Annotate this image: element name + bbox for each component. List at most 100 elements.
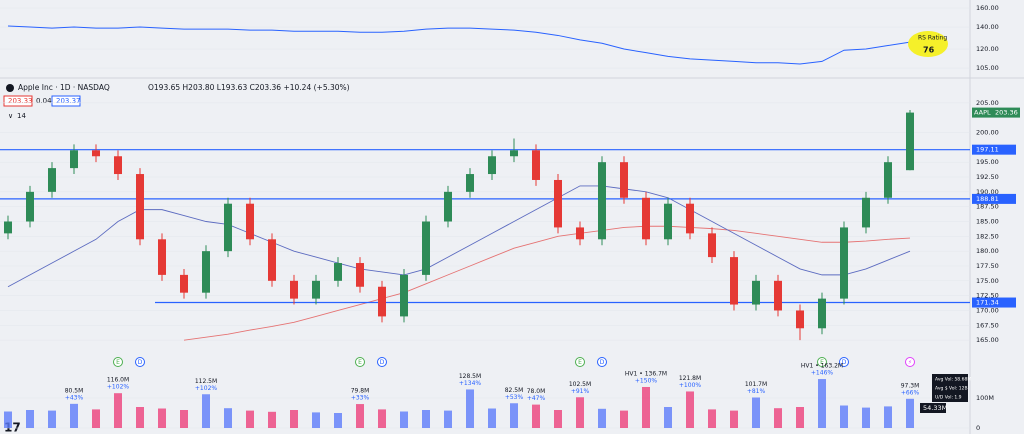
candle-body (664, 203, 672, 240)
volume-bar (356, 404, 364, 428)
volume-bar (224, 408, 232, 428)
y-tick-label: 182.50 (976, 232, 999, 240)
y-tick-label: 175.00 (976, 277, 999, 285)
volume-bar (708, 409, 716, 428)
volume-bar (884, 406, 892, 428)
volume-bar (114, 393, 122, 428)
candle-body (422, 221, 430, 275)
candle-body (642, 197, 650, 240)
event-label: E (578, 359, 582, 366)
ask-box (51, 95, 81, 107)
bid-box (3, 95, 33, 107)
event-marker (597, 357, 607, 367)
volume-bar (422, 410, 430, 428)
y-tick-label: 192.50 (976, 173, 999, 181)
volume-info: Avg $ Vol: 12B (935, 386, 968, 392)
volume-bar (466, 389, 474, 428)
volume-bar (774, 408, 782, 428)
moving-average (7, 185, 911, 288)
y-tick-label: 160.00 (976, 4, 999, 12)
volume-bar (510, 403, 518, 428)
candle-body (312, 280, 320, 299)
candle-body (378, 286, 386, 317)
candle-body (180, 274, 188, 293)
candle-body (114, 156, 122, 175)
event-marker (377, 357, 387, 367)
volume-change: +100% (679, 382, 701, 389)
volume-bar (840, 405, 848, 428)
candle-body (202, 251, 210, 293)
volume-label: 128.5M (459, 373, 481, 380)
rs-annotation: RS Rating (918, 35, 947, 42)
candle-body (92, 150, 100, 157)
event-marker (113, 357, 123, 367)
ohlc: O193.65 H203.80 L193.63 C203.36 +10.24 (… (148, 83, 350, 92)
candle-body (796, 310, 804, 329)
volume-bar (136, 407, 144, 428)
plot: 160.00 140.00 120.00 105.00 RS Rating 76 205.0… (0, 4, 1020, 432)
volume-change: +33% (351, 395, 370, 402)
candle-body (268, 239, 276, 281)
volume-bar (158, 408, 166, 428)
y-tick-label: 170.00 (976, 306, 999, 314)
volume-bar (4, 411, 12, 428)
indicator-toggle[interactable]: ∨ (8, 112, 13, 120)
volume-change: +53% (505, 394, 524, 401)
candle-body (862, 197, 870, 228)
event-label: D (138, 359, 143, 366)
candle-body (708, 233, 716, 258)
y-tick-label: 172.50 (976, 292, 999, 300)
spread: 0.04 (36, 97, 52, 105)
event-marker (135, 357, 145, 367)
candle-body (466, 174, 474, 192)
y-tick-label: 187.50 (976, 203, 999, 211)
volume-label: 121.8M (679, 375, 701, 382)
candle-body (620, 162, 628, 198)
current-volume-box (920, 403, 946, 413)
candle-body (246, 203, 254, 240)
volume-bar (686, 391, 694, 428)
candle-body (818, 298, 826, 329)
candle-body (488, 156, 496, 175)
volume-bar (290, 410, 298, 428)
event-label: E (820, 359, 824, 366)
candle-body (290, 280, 298, 299)
volume-bar (664, 407, 672, 428)
volume-info: Avg Vol: 58.68M (935, 377, 971, 383)
y-tick-label: 200.00 (976, 129, 999, 137)
volume-bar (730, 410, 738, 428)
volume-bar (818, 379, 826, 428)
last-price-symbol: AAPL (974, 109, 991, 117)
candle-body (356, 263, 364, 287)
event-label: D (380, 359, 385, 366)
candle-body (906, 112, 914, 171)
volume-bar (246, 410, 254, 428)
candle-body (686, 203, 694, 234)
y-tick-label: 195.00 (976, 158, 999, 166)
volume-change: +66% (901, 389, 920, 396)
volume-change: +43% (65, 394, 84, 401)
volume-bar (180, 410, 188, 428)
y-tick-label: 190.00 (976, 188, 999, 196)
candle-body (532, 150, 540, 180)
level-label-box (972, 297, 1016, 308)
volume-label: HV1 • 163.2M (801, 363, 843, 370)
y-tick-label: 177.50 (976, 262, 999, 270)
volume-change: +146% (811, 370, 833, 377)
volume-bar (752, 397, 760, 428)
volume-change: +134% (459, 380, 481, 387)
y-tick-label: 205.00 (976, 99, 999, 107)
y-tick-label: 165.00 (976, 336, 999, 344)
indicator-length: 14 (17, 112, 26, 120)
volume-label: 116.0M (107, 377, 129, 384)
volume-bar (598, 408, 606, 428)
volume-bar (268, 411, 276, 428)
event-marker (905, 357, 915, 367)
volume-bar (26, 410, 34, 428)
level-label-box (972, 193, 1016, 204)
volume-change: +47% (527, 395, 546, 402)
candle-body (884, 162, 892, 198)
level-label: 171.34 (976, 299, 999, 307)
